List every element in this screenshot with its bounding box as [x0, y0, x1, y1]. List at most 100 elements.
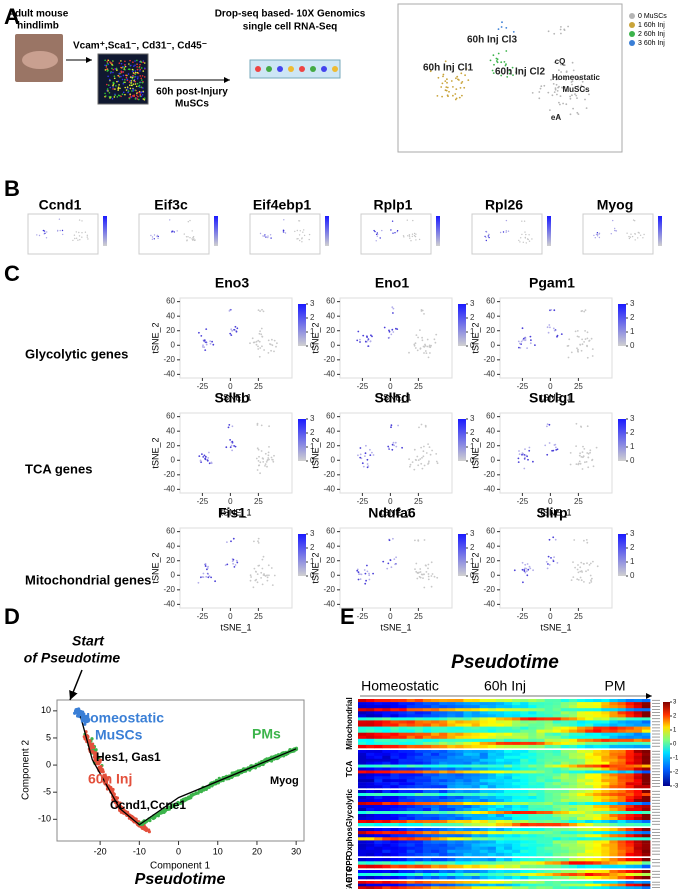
heat-cell	[577, 858, 586, 862]
cell-dot	[454, 93, 457, 95]
heat-cell	[552, 805, 562, 809]
scatter	[373, 219, 421, 242]
gene-tick	[652, 759, 660, 761]
heat-cell	[568, 744, 578, 749]
cell-dot	[226, 563, 229, 566]
heat-cell	[609, 799, 618, 803]
facs-dot	[139, 93, 142, 96]
cell-dot	[530, 339, 532, 341]
label: 60h post-Injury	[156, 87, 228, 98]
heat-cell	[536, 761, 545, 765]
y-tick-label: -40	[163, 484, 175, 493]
heat-cell	[536, 723, 545, 727]
heat-cell	[585, 820, 594, 824]
heat-cell	[455, 805, 464, 809]
heat-cell	[374, 886, 383, 889]
heat-cell	[463, 808, 472, 812]
heat-cell	[528, 714, 537, 718]
heat-cell	[585, 870, 594, 874]
cell-dot	[628, 235, 630, 238]
heat-cell	[560, 793, 570, 797]
cell-dot	[553, 329, 556, 332]
heat-cell	[455, 717, 464, 721]
heat-cell	[633, 808, 643, 812]
heat-cell	[641, 881, 651, 884]
heat-cell	[447, 873, 456, 877]
cell-dot	[264, 452, 267, 455]
heat-cell	[617, 750, 627, 754]
heat-cell	[382, 758, 391, 762]
cell-dot	[99, 765, 103, 769]
cell-dot	[554, 538, 557, 541]
heat-cell	[358, 814, 367, 818]
gene-title: Myog	[597, 197, 634, 213]
heat-cell	[544, 831, 554, 835]
heat-cell	[495, 799, 505, 803]
heat-cell	[479, 793, 489, 797]
facs-dot	[106, 60, 108, 63]
heat-cell	[520, 779, 529, 783]
heat-cell	[447, 849, 456, 854]
cell-dot	[588, 93, 590, 96]
cell-dot	[230, 540, 232, 543]
cell-dot	[413, 448, 416, 451]
heat-cell	[609, 876, 618, 880]
heat-cell	[463, 714, 472, 718]
heat-cell	[398, 881, 408, 884]
gene-tick	[652, 811, 660, 813]
cell-dot	[575, 463, 578, 465]
heat-cell	[366, 720, 375, 724]
heat-cell	[560, 785, 570, 789]
cell-dot	[520, 237, 522, 239]
axis-label: tSNE_1	[540, 622, 571, 632]
heat-cell	[479, 752, 489, 757]
gene-tick	[652, 841, 660, 843]
cell-dot	[255, 457, 258, 460]
heat-cell	[593, 770, 602, 774]
label: of Pseudotime	[24, 650, 121, 666]
heat-cell	[390, 750, 399, 754]
cell-dot	[206, 459, 209, 461]
cell-dot	[571, 61, 574, 64]
y-tick-label: 20	[326, 441, 335, 450]
heat-cell	[633, 741, 643, 746]
cell-dot	[518, 453, 521, 455]
heat-cell	[422, 779, 432, 783]
cell-dot	[446, 78, 448, 81]
cell-dot	[579, 343, 581, 346]
heat-cell	[617, 711, 627, 715]
heat-cell	[406, 886, 416, 889]
facs-dot	[124, 68, 126, 71]
facs-dot	[106, 88, 109, 90]
heat-cell	[406, 752, 416, 757]
heat-cell	[520, 823, 529, 827]
heat-cell	[374, 752, 383, 757]
heat-cell	[463, 717, 472, 721]
cell-dot	[267, 457, 270, 459]
cell-dot	[391, 328, 394, 331]
heat-cell	[512, 741, 521, 746]
cell-dot	[455, 77, 457, 80]
heat-cell	[504, 723, 513, 727]
heat-cell	[520, 708, 529, 712]
heat-cell	[406, 755, 416, 759]
heat-cell	[463, 741, 472, 746]
heat-cell	[504, 811, 513, 815]
cell-dot	[259, 347, 262, 349]
heat-cell	[487, 744, 497, 749]
heat-cell	[585, 741, 594, 746]
heat-cell	[366, 764, 375, 768]
heat-cell	[625, 708, 635, 712]
heat-cell	[601, 767, 610, 771]
cell-dot	[233, 566, 236, 568]
heat-cell	[528, 834, 537, 838]
label: Hes1, Gas1	[96, 750, 161, 764]
heat-cell	[406, 714, 416, 718]
heat-cell	[398, 711, 408, 715]
heat-cell	[609, 814, 618, 818]
heat-cell	[536, 714, 545, 718]
cell-dot	[392, 441, 395, 444]
facs-dot	[115, 85, 117, 87]
heat-cell	[406, 790, 416, 794]
heat-cell	[633, 702, 643, 706]
